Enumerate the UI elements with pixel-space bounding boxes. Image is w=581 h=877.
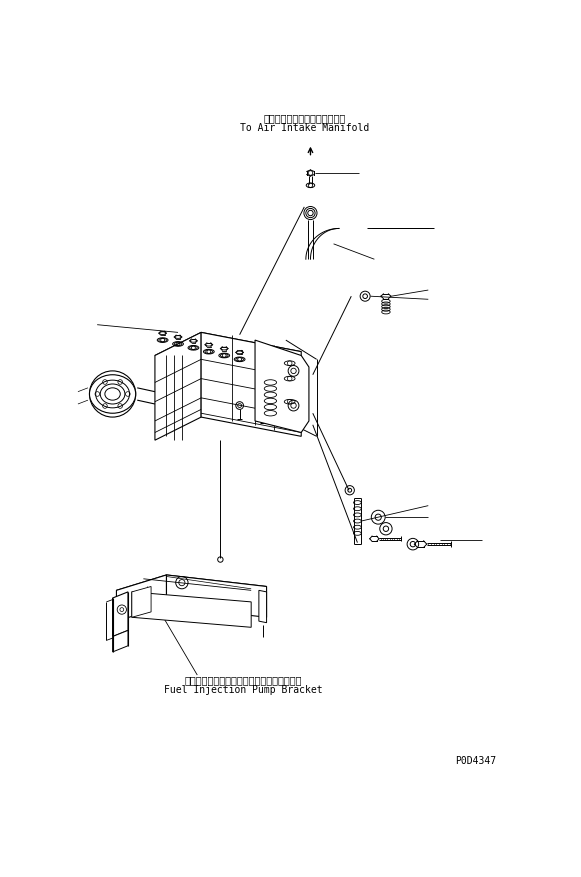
Polygon shape [132, 587, 151, 617]
Polygon shape [116, 575, 167, 621]
Text: Fuel Injection Pump Bracket: Fuel Injection Pump Bracket [164, 685, 323, 695]
Text: To Air Intake Manifold: To Air Intake Manifold [241, 123, 370, 133]
Polygon shape [155, 332, 301, 374]
Circle shape [89, 371, 136, 417]
Ellipse shape [89, 374, 136, 413]
Polygon shape [155, 332, 201, 440]
Polygon shape [255, 340, 309, 432]
Text: エアーインテークマニホルドへ: エアーインテークマニホルドへ [264, 113, 346, 123]
Polygon shape [201, 332, 301, 437]
Polygon shape [167, 575, 267, 617]
Text: P0D4347: P0D4347 [455, 756, 496, 766]
Text: フィエルインジェクションポンプブラケット: フィエルインジェクションポンプブラケット [185, 675, 302, 685]
Polygon shape [259, 590, 267, 623]
Polygon shape [132, 592, 251, 627]
Polygon shape [113, 592, 128, 637]
Polygon shape [113, 631, 128, 652]
Polygon shape [116, 575, 267, 602]
